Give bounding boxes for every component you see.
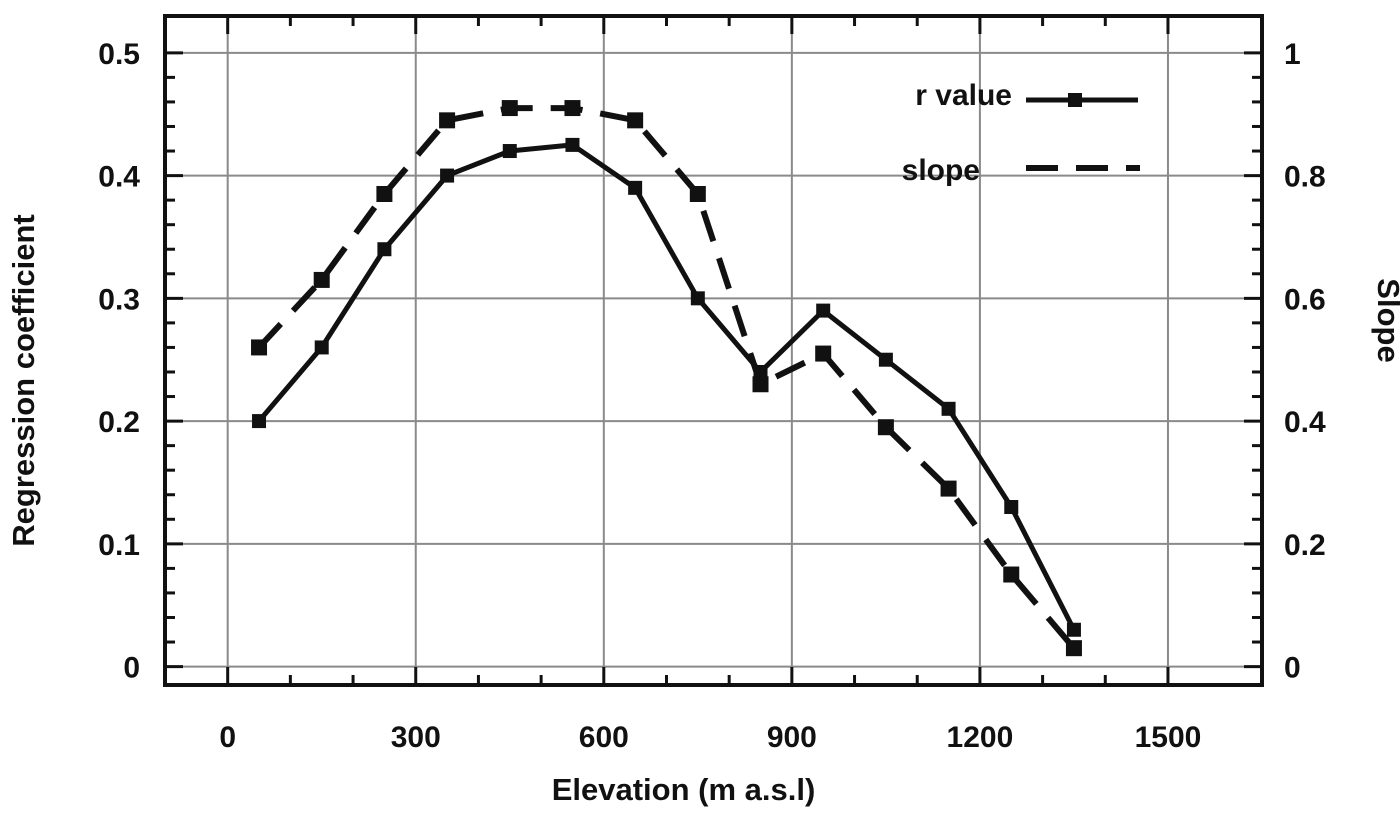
legend-label-r-value: r value: [915, 79, 1012, 112]
grid-lines: [165, 16, 1262, 685]
data-point-slope: [1065, 640, 1082, 657]
legend-label-slope: slope: [902, 154, 980, 187]
data-point-r-value: [1066, 622, 1081, 637]
series-line-r-value: [257, 142, 1077, 631]
series-layer: [251, 100, 1082, 657]
data-point-slope: [501, 100, 518, 117]
legend-marker-r-value: [1068, 93, 1082, 107]
data-point-r-value: [1004, 500, 1019, 515]
data-point-r-value: [628, 180, 643, 195]
data-point-r-value: [816, 303, 831, 318]
data-point-slope: [627, 112, 644, 129]
plot-frame: [163, 14, 1264, 687]
data-point-slope: [752, 376, 769, 393]
y-tick-label: 0.5: [98, 38, 140, 71]
axis-ticks: [165, 16, 1262, 685]
data-point-r-value: [252, 414, 267, 429]
y-tick-label: 0.1: [98, 529, 140, 562]
y2-axis-title: Slope: [1371, 278, 1400, 362]
y2-tick-label: 0.2: [1284, 529, 1326, 562]
data-point-r-value: [314, 340, 329, 355]
data-point-r-value: [377, 242, 392, 257]
data-point-slope: [564, 100, 581, 117]
data-point-slope: [1003, 566, 1020, 583]
x-tick-label: 300: [391, 721, 441, 754]
y-tick-label: 0: [123, 652, 140, 685]
x-axis-title: Elevation (m a.s.l): [552, 772, 816, 807]
y2-tick-label: 0.4: [1284, 406, 1326, 439]
x-tick-label: 600: [579, 721, 629, 754]
data-point-slope: [877, 419, 894, 436]
y2-tick-label: 0: [1284, 652, 1301, 685]
y2-tick-label: 0.6: [1284, 283, 1326, 316]
y-tick-label: 0.2: [98, 406, 140, 439]
data-point-slope: [940, 480, 957, 497]
y-tick-label: 0.3: [98, 283, 140, 316]
legend: r value slope: [902, 79, 1140, 187]
x-tick-label: 0: [219, 721, 236, 754]
series-line-slope: [256, 105, 1077, 651]
data-point-slope: [815, 345, 832, 362]
data-point-slope: [439, 112, 456, 129]
data-point-slope: [313, 271, 330, 288]
x-tick-label: 1200: [947, 721, 1014, 754]
data-point-r-value: [941, 401, 956, 416]
y-tick-label: 0.4: [98, 161, 140, 194]
tick-labels: 0 300 600 900 1200 1500 0 0.1 0.2 0.3 0.4 0.5 0 0.2 0.…: [98, 38, 1326, 754]
data-point-r-value: [878, 352, 893, 367]
data-point-r-value: [690, 291, 705, 306]
y-axis-title: Regression coefficient: [6, 214, 41, 546]
data-point-r-value: [440, 168, 455, 183]
data-point-slope: [689, 185, 706, 202]
y2-tick-label: 1: [1284, 38, 1301, 71]
x-tick-label: 900: [767, 721, 817, 754]
data-point-r-value: [565, 137, 580, 152]
data-point-slope: [376, 185, 393, 202]
data-point-r-value: [502, 144, 517, 159]
x-tick-label: 1500: [1135, 721, 1202, 754]
data-point-slope: [251, 339, 268, 356]
y2-tick-label: 0.8: [1284, 161, 1326, 194]
